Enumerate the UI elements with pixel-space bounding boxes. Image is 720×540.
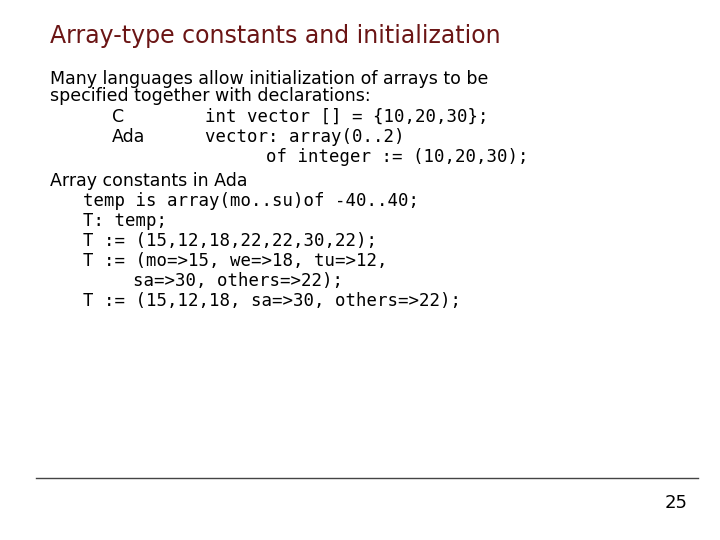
Text: T := (15,12,18, sa=>30, others=>22);: T := (15,12,18, sa=>30, others=>22); [83, 292, 461, 309]
Text: 25: 25 [665, 494, 688, 512]
Text: Array-type constants and initialization: Array-type constants and initialization [50, 24, 501, 48]
Text: sa=>30, others=>22);: sa=>30, others=>22); [133, 272, 343, 289]
Text: Many languages allow initialization of arrays to be: Many languages allow initialization of a… [50, 70, 489, 88]
Text: T := (15,12,18,22,22,30,22);: T := (15,12,18,22,22,30,22); [83, 232, 377, 249]
Text: int vector [] = {10,20,30};: int vector [] = {10,20,30}; [205, 108, 489, 126]
Text: T := (mo=>15, we=>18, tu=>12,: T := (mo=>15, we=>18, tu=>12, [83, 252, 387, 269]
Text: temp is array(mo..su)of -40..40;: temp is array(mo..su)of -40..40; [83, 192, 419, 210]
Text: Ada: Ada [112, 128, 145, 146]
Text: of integer := (10,20,30);: of integer := (10,20,30); [266, 148, 529, 166]
Text: vector: array(0..2): vector: array(0..2) [205, 128, 405, 146]
Text: C: C [112, 108, 124, 126]
Text: specified together with declarations:: specified together with declarations: [50, 87, 371, 105]
Text: Array constants in Ada: Array constants in Ada [50, 172, 248, 190]
Text: T: temp;: T: temp; [83, 212, 167, 230]
